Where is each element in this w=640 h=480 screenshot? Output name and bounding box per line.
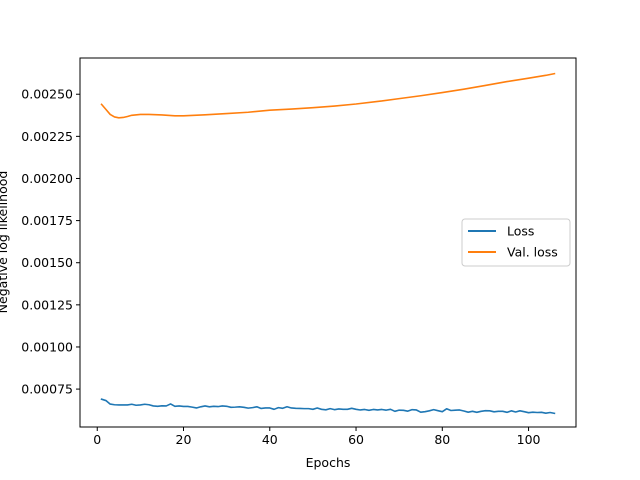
x-tick-label: 40 (262, 432, 278, 447)
x-tick-label: 20 (176, 432, 192, 447)
y-axis: 0.00075 0.00100 0.00125 0.00150 0.00175 0.002… (21, 87, 80, 397)
x-tick-label: 0 (93, 432, 101, 447)
legend: Loss Val. loss (461, 218, 571, 267)
legend-label-loss: Loss (507, 224, 534, 239)
y-tick-label: 0.00125 (21, 297, 73, 312)
x-tick-label: 80 (434, 432, 450, 447)
y-tick-label: 0.00100 (21, 339, 73, 354)
y-tick-label: 0.00075 (21, 382, 73, 397)
y-tick-label: 0.00250 (21, 87, 73, 102)
legend-label-val-loss: Val. loss (507, 245, 558, 260)
y-tick-label: 0.00200 (21, 171, 73, 186)
y-axis-label: Negative log likelihood (0, 171, 10, 314)
y-tick-label: 0.00150 (21, 255, 73, 270)
y-tick-label: 0.00225 (21, 129, 73, 144)
x-tick-label: 100 (517, 432, 541, 447)
series-line-val-loss (100, 72, 556, 119)
plot-frame (79, 57, 577, 428)
series-line-loss (100, 398, 556, 415)
x-tick-label: 60 (348, 432, 364, 447)
x-axis-label: Epochs (306, 455, 351, 470)
series-layer (100, 72, 556, 415)
y-tick-label: 0.00175 (21, 213, 73, 228)
x-axis: 0 20 40 60 80 100 (93, 427, 541, 447)
